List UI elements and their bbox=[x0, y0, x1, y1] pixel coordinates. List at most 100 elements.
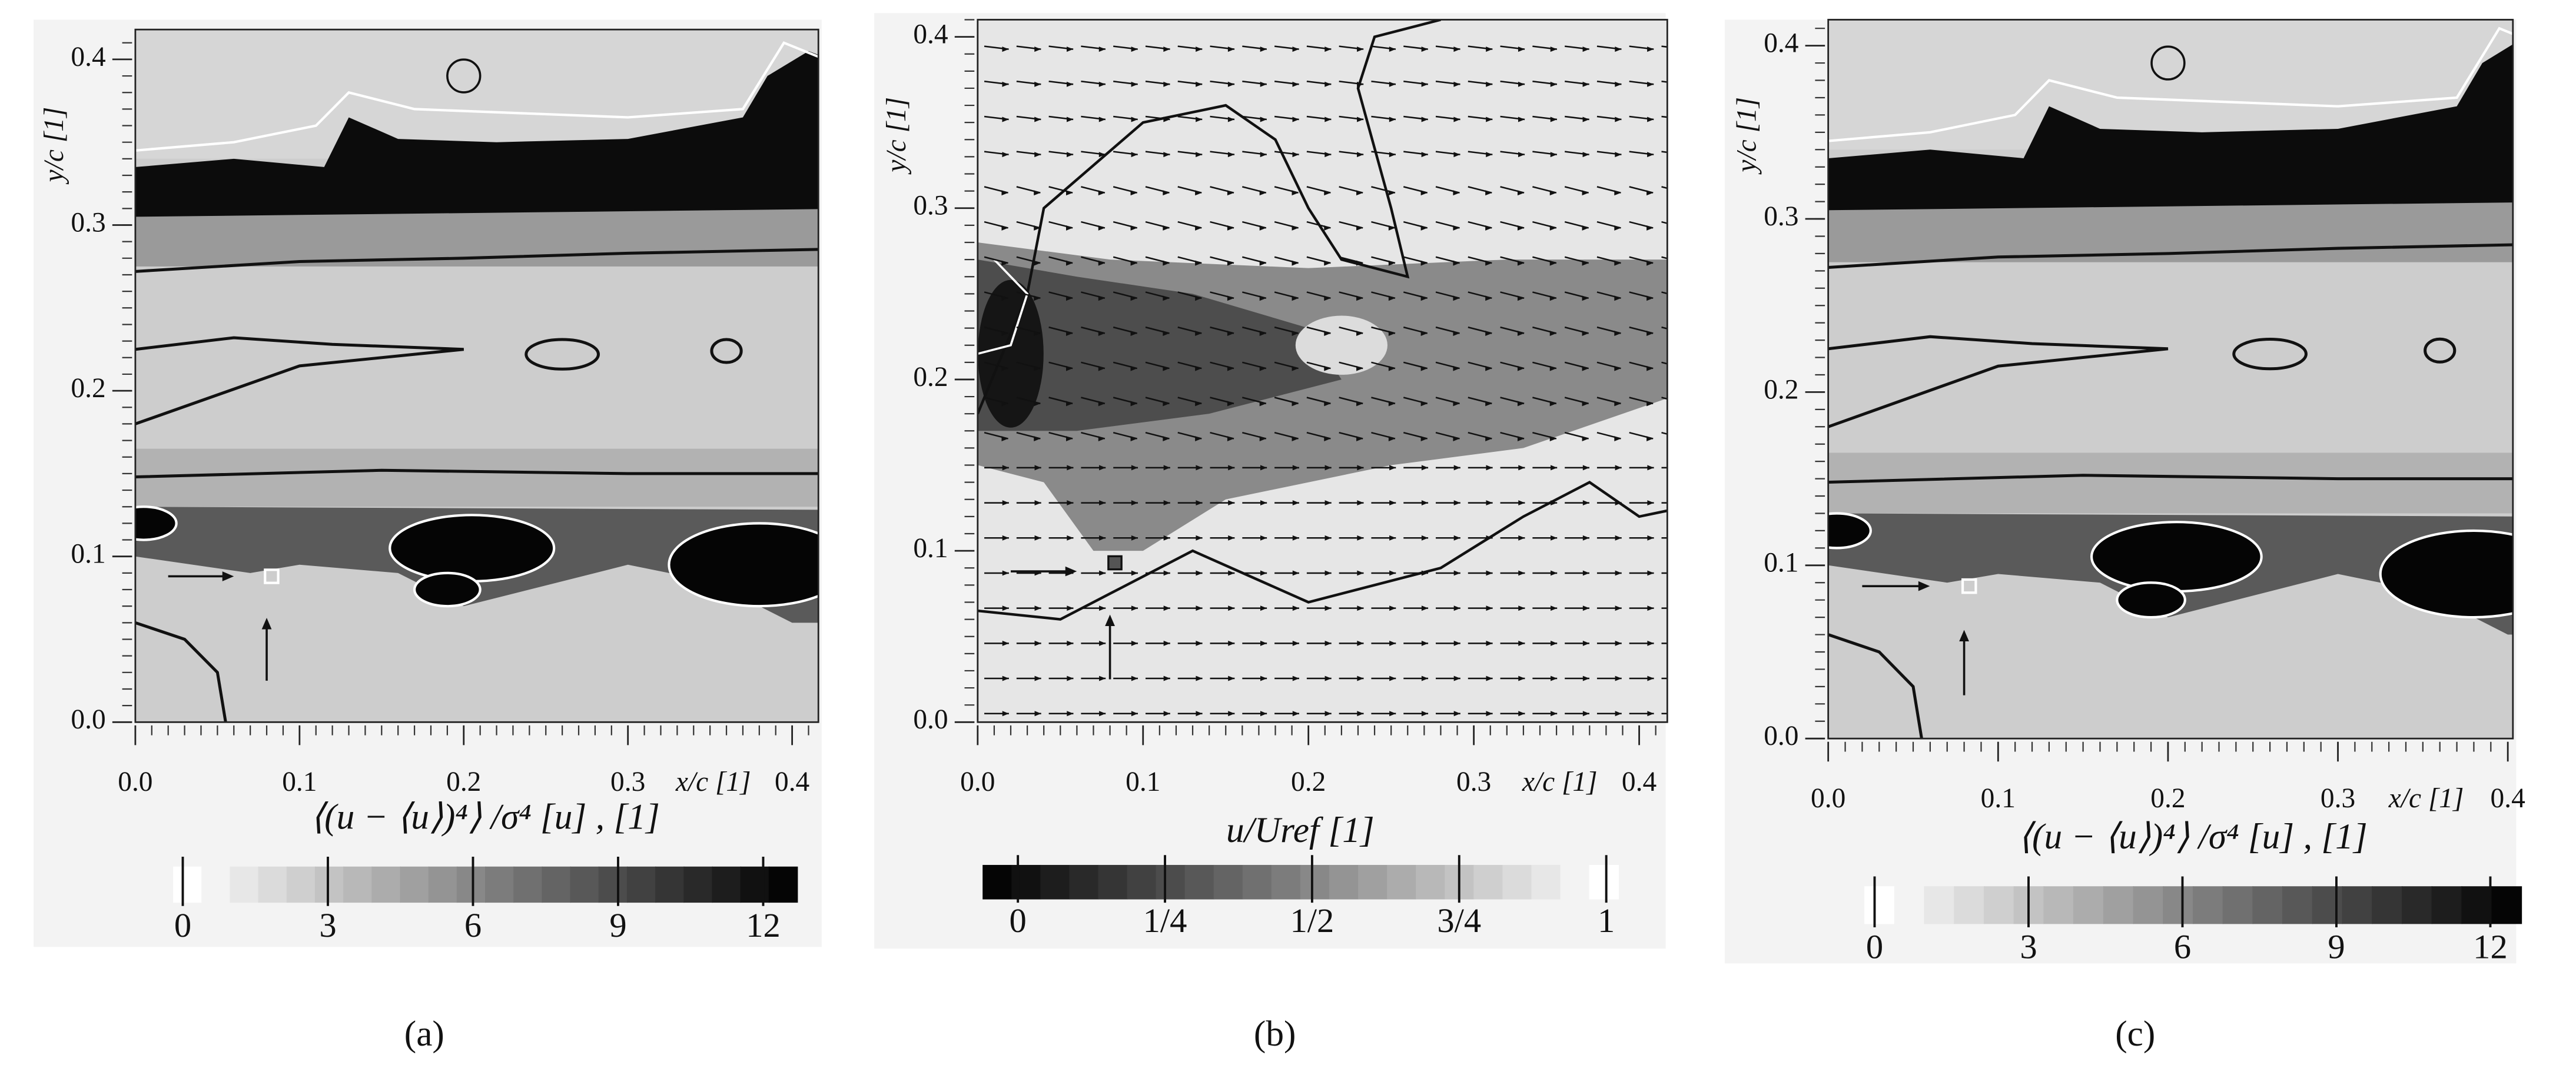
quiver-head bbox=[1486, 465, 1493, 471]
quiver-head bbox=[1227, 401, 1234, 407]
quiver-head bbox=[1356, 331, 1363, 336]
quiver-head bbox=[1551, 675, 1558, 681]
quiver-head bbox=[1324, 401, 1331, 407]
contour bbox=[1828, 633, 1923, 739]
quiver-head bbox=[1453, 465, 1460, 471]
colorbar-step bbox=[655, 866, 685, 903]
colorbar-step bbox=[598, 866, 628, 903]
quiver-head bbox=[1551, 535, 1558, 541]
quiver-head bbox=[1518, 465, 1525, 471]
contour bbox=[525, 338, 600, 371]
quiver-head bbox=[1388, 260, 1395, 266]
quiver-head bbox=[1099, 465, 1106, 471]
quiver-head bbox=[1292, 117, 1299, 122]
quiver-head bbox=[1486, 81, 1493, 87]
quiver-head bbox=[1292, 675, 1299, 681]
quiver-head bbox=[1518, 117, 1525, 122]
quiver-head bbox=[1066, 295, 1073, 301]
quiver-head bbox=[1551, 500, 1558, 506]
quiver-arrow bbox=[1661, 221, 1668, 224]
dark-blob bbox=[413, 571, 482, 608]
quiver-head bbox=[1582, 535, 1589, 541]
quiver-head bbox=[1292, 260, 1299, 266]
quiver-head bbox=[1196, 117, 1203, 122]
quiver-head bbox=[1292, 711, 1299, 717]
quiver-head bbox=[1292, 436, 1299, 442]
quiver-head bbox=[1420, 190, 1428, 196]
y-tick-label: 0.0 bbox=[913, 704, 948, 735]
quiver-head bbox=[1324, 535, 1332, 541]
quiver-head bbox=[1324, 295, 1331, 301]
x-tick-label: 0.1 bbox=[1981, 783, 2016, 814]
quiver-head bbox=[1195, 331, 1202, 336]
quiver-head bbox=[1550, 46, 1557, 52]
quiver-head bbox=[1292, 225, 1299, 231]
colorbar-step bbox=[428, 866, 458, 903]
colorbar-tick-label: 9 bbox=[609, 906, 626, 944]
quiver-head bbox=[1453, 570, 1460, 576]
quiver-head bbox=[1679, 82, 1686, 87]
x-tick-label: 0.0 bbox=[1811, 783, 1845, 814]
quiver-head bbox=[1614, 295, 1621, 301]
quiver-head bbox=[1260, 570, 1267, 576]
quiver-head bbox=[1002, 152, 1009, 158]
quiver-head bbox=[1582, 225, 1589, 231]
quiver-head bbox=[1582, 81, 1589, 87]
colorbar-step bbox=[1954, 886, 1985, 924]
quiver-head bbox=[1389, 81, 1396, 87]
dark-blob bbox=[668, 522, 819, 608]
quiver-head bbox=[1034, 675, 1041, 681]
quiver-head bbox=[1421, 465, 1429, 471]
quiver-head bbox=[1227, 46, 1235, 52]
quiver-head bbox=[1324, 225, 1331, 231]
quiver-head bbox=[1486, 640, 1493, 646]
quiver-head bbox=[1420, 295, 1428, 301]
quiver-head bbox=[1131, 605, 1138, 611]
quiver-head bbox=[1549, 225, 1556, 231]
quiver-head bbox=[1421, 570, 1429, 576]
quiver-head bbox=[1195, 295, 1202, 301]
pointer-head bbox=[1918, 581, 1930, 591]
quiver-head bbox=[1388, 295, 1395, 301]
quiver-head bbox=[1259, 260, 1266, 266]
heatmap bbox=[135, 29, 819, 723]
quiver-head bbox=[1066, 190, 1073, 196]
quiver-head bbox=[1131, 500, 1138, 506]
panel-label: (b) bbox=[1254, 1014, 1296, 1054]
quiver-head bbox=[1098, 190, 1105, 196]
y-axis-label: y/c [1] bbox=[881, 97, 912, 175]
y-tick-label: 0.4 bbox=[913, 19, 948, 49]
quiver-head bbox=[1292, 401, 1299, 407]
quiver-head bbox=[1679, 641, 1686, 646]
colorbar-tick-label: 6 bbox=[464, 906, 482, 944]
quiver-head bbox=[1196, 81, 1203, 87]
quiver-head bbox=[1002, 711, 1009, 717]
colorbar-step bbox=[1560, 864, 1590, 900]
quiver-head bbox=[1292, 46, 1299, 52]
quiver-head bbox=[1615, 500, 1622, 506]
quiver-arrow bbox=[1661, 115, 1668, 118]
quiver-head bbox=[1098, 365, 1105, 371]
colorbar-step bbox=[1069, 864, 1099, 900]
quiver-head bbox=[1646, 260, 1654, 266]
quiver-head bbox=[1389, 605, 1396, 611]
dark-blob bbox=[978, 279, 1044, 428]
quiver-arrow bbox=[1661, 256, 1668, 259]
quiver-arrow bbox=[1661, 81, 1668, 83]
quiver-head bbox=[1163, 117, 1170, 122]
quiver-head bbox=[1486, 46, 1493, 52]
colorbar-tick-label: 0 bbox=[174, 906, 191, 944]
colorbar-step bbox=[2491, 886, 2522, 924]
quiver-head bbox=[1163, 225, 1170, 231]
quiver-head bbox=[1163, 331, 1170, 336]
quiver-head bbox=[1388, 401, 1395, 407]
quiver-head bbox=[1034, 465, 1041, 471]
quiver-arrow bbox=[1661, 186, 1668, 189]
quiver-head bbox=[1227, 436, 1234, 442]
x-tick-label: 0.2 bbox=[1291, 767, 1326, 797]
panel-label: (a) bbox=[404, 1014, 444, 1054]
quiver-head bbox=[1227, 225, 1234, 231]
quiver-head bbox=[1195, 225, 1202, 231]
colorbar-step bbox=[1531, 864, 1561, 900]
quiver-head bbox=[1517, 225, 1525, 231]
